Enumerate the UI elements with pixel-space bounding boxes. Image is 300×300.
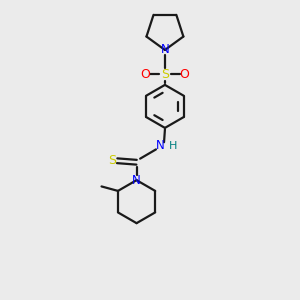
Text: H: H: [169, 141, 177, 152]
Text: N: N: [156, 139, 165, 152]
Text: O: O: [179, 68, 189, 81]
Text: S: S: [108, 154, 116, 167]
Text: O: O: [141, 68, 151, 81]
Text: N: N: [160, 43, 169, 56]
Text: N: N: [132, 174, 141, 187]
Text: S: S: [161, 68, 169, 81]
